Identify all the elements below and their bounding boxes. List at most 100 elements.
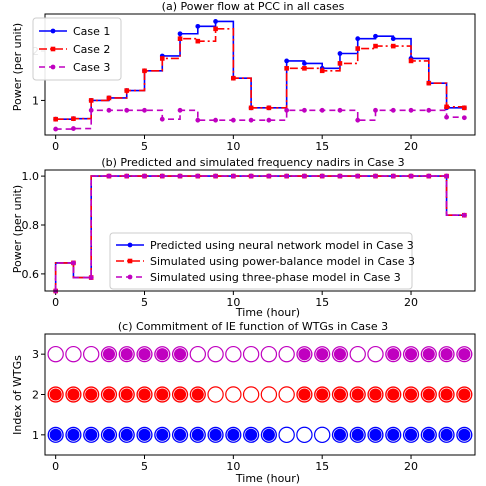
data-point <box>390 36 396 42</box>
commit-marker-on <box>136 386 153 403</box>
data-point <box>355 46 361 51</box>
commit-marker-on <box>331 386 349 403</box>
data-point <box>124 173 130 179</box>
data-point <box>408 107 414 113</box>
commit-marker-ring <box>262 428 276 442</box>
x-tick-label: 10 <box>226 296 240 309</box>
data-point <box>266 105 272 111</box>
data-point <box>71 116 76 122</box>
data-point <box>213 117 218 123</box>
data-point <box>124 88 130 93</box>
commit-marker-off <box>349 345 366 363</box>
commit-marker-ring <box>84 387 98 402</box>
commit-marker-on <box>331 426 349 443</box>
commit-marker-off <box>242 345 260 363</box>
commit-marker-on <box>100 386 118 403</box>
commit-marker-on <box>349 426 366 443</box>
data-point <box>88 275 94 280</box>
commit-marker-on <box>100 346 118 363</box>
commit-marker-ring <box>422 347 436 361</box>
commit-marker-off <box>367 345 384 363</box>
data-point <box>390 43 396 49</box>
commit-marker-ring <box>457 347 472 361</box>
commit-marker-on <box>171 386 189 403</box>
data-point <box>159 173 165 179</box>
data-point <box>444 104 449 110</box>
series-line-3 <box>55 109 466 130</box>
commit-marker-off <box>207 345 224 363</box>
commit-marker-on <box>456 386 473 403</box>
legend-label: Simulated using power-balance model in C… <box>150 255 415 268</box>
panel-c-ie-commitment: (c) Commitment of IE function of WTGs in… <box>11 320 476 485</box>
data-point <box>142 107 147 113</box>
commit-marker-on <box>456 426 473 443</box>
data-point <box>319 173 325 179</box>
commit-marker-ring <box>457 428 472 442</box>
data-point <box>231 75 236 81</box>
legend-marker <box>127 274 133 280</box>
y-tick-label: 3 <box>32 348 39 361</box>
commit-marker-ring <box>66 428 81 442</box>
commit-marker-off <box>278 345 295 363</box>
data-point <box>177 36 183 41</box>
y-tick-label: 0.6 <box>22 268 40 281</box>
data-point <box>142 173 147 179</box>
data-point <box>373 173 378 179</box>
commit-marker-on <box>243 426 260 443</box>
data-point <box>337 173 343 179</box>
data-point <box>284 66 289 71</box>
commit-marker-ring <box>48 387 63 402</box>
commit-marker-on <box>402 386 420 403</box>
commit-marker-ring <box>439 428 454 442</box>
commit-marker-off <box>65 345 82 363</box>
data-point <box>195 23 201 29</box>
data-point <box>337 61 343 66</box>
legend-marker <box>127 258 133 264</box>
legend-label: Case 3 <box>73 61 110 74</box>
commit-marker-off <box>278 386 295 403</box>
data-point <box>355 36 361 42</box>
commit-marker-off <box>82 345 100 363</box>
commit-marker-ring <box>333 347 347 361</box>
commit-marker-on <box>83 386 100 403</box>
commit-marker-ring <box>368 428 383 442</box>
data-point <box>373 43 378 49</box>
commit-marker-ring <box>404 347 418 361</box>
legend-box <box>109 232 413 290</box>
commit-marker-ring <box>155 347 170 361</box>
legend-label: Case 2 <box>73 43 110 56</box>
commit-marker-ring <box>333 387 347 402</box>
commit-marker-ring <box>137 428 152 442</box>
commit-marker-on <box>154 386 171 403</box>
commit-marker-ring <box>191 387 205 402</box>
data-point <box>408 58 414 64</box>
data-point <box>266 117 272 123</box>
commit-marker-ring <box>119 387 134 402</box>
data-point <box>337 51 343 56</box>
data-point <box>373 107 378 113</box>
data-point <box>444 114 449 120</box>
data-point <box>88 107 94 113</box>
commit-marker-ring <box>333 428 347 442</box>
commit-marker-on <box>314 386 331 403</box>
commit-marker-on <box>136 346 153 363</box>
data-point <box>302 173 307 179</box>
commit-marker-on <box>207 426 224 443</box>
x-tick-label: 15 <box>315 460 329 473</box>
panel-b-ylabel: Power (per unit) <box>11 185 24 273</box>
data-point <box>426 173 432 179</box>
y-tick-label: 2 <box>32 389 39 402</box>
commit-marker-ring <box>404 387 418 402</box>
x-tick-label: 0 <box>52 460 59 473</box>
commit-marker-on <box>118 426 135 443</box>
commit-marker-on <box>136 426 153 443</box>
data-point <box>71 126 76 131</box>
data-point <box>159 56 165 61</box>
data-point <box>302 60 307 66</box>
commit-marker-ring <box>244 428 258 442</box>
commit-marker-on <box>225 426 242 443</box>
commit-marker-off <box>47 345 64 363</box>
commit-marker-ring <box>386 347 401 361</box>
x-tick-label: 5 <box>141 140 148 153</box>
